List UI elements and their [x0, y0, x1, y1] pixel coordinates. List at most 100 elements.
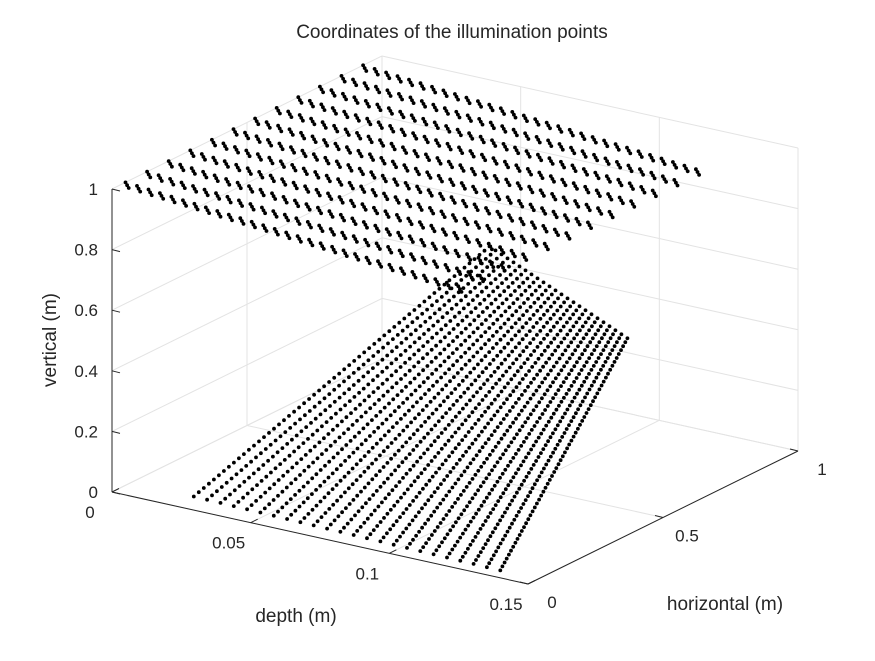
- ceiling-point: [379, 141, 384, 145]
- surface-point: [382, 333, 387, 338]
- surface-point: [556, 344, 561, 349]
- ceiling-point: [465, 113, 470, 118]
- ceiling-point: [437, 144, 442, 148]
- surface-point: [430, 372, 434, 376]
- ceiling-point: [300, 133, 305, 138]
- ceiling-point: [359, 184, 363, 189]
- ceiling-point: [394, 165, 398, 170]
- ceiling-point: [343, 251, 348, 256]
- ceiling-point: [388, 124, 392, 128]
- ceiling-point: [500, 124, 505, 128]
- surface-point: [498, 456, 503, 461]
- ceiling-point: [233, 145, 237, 149]
- ceiling-point: [365, 101, 370, 106]
- surface-point: [396, 448, 401, 453]
- ceiling-point: [566, 234, 570, 238]
- ceiling-point: [366, 243, 371, 248]
- surface-point: [567, 372, 571, 376]
- surface-point: [517, 510, 521, 514]
- surface-point: [571, 300, 576, 305]
- surface-point: [413, 416, 417, 421]
- ceiling-point: [423, 276, 428, 281]
- surface-point: [486, 421, 490, 426]
- ceiling-point: [608, 179, 612, 184]
- ceiling-point: [432, 244, 437, 249]
- surface-point: [342, 474, 347, 479]
- ceiling-point: [606, 192, 610, 196]
- surface-point: [453, 430, 458, 435]
- surface-point: [521, 280, 526, 285]
- ceiling-point: [471, 169, 476, 174]
- surface-point: [418, 324, 423, 328]
- ceiling-point: [323, 126, 328, 130]
- surface-point: [407, 368, 412, 373]
- surface-point: [420, 506, 424, 511]
- surface-point: [402, 316, 407, 321]
- surface-point: [434, 331, 439, 336]
- ceiling-point: [203, 157, 207, 162]
- ceiling-point: [606, 162, 611, 166]
- ceiling-point: [477, 102, 482, 106]
- ceiling-point: [289, 130, 293, 135]
- ceiling-point: [307, 237, 311, 242]
- ceiling-point: [452, 216, 457, 220]
- surface-point: [501, 373, 505, 378]
- ceiling-point: [326, 176, 331, 181]
- surface-point: [460, 318, 465, 323]
- surface-point: [583, 320, 588, 325]
- surface-point: [521, 459, 526, 464]
- ceiling-point: [498, 245, 502, 250]
- surface-point: [467, 334, 472, 339]
- surface-point: [526, 384, 530, 389]
- ceiling-point: [441, 212, 445, 217]
- ceiling-point: [372, 67, 377, 71]
- ceiling-point: [456, 269, 461, 274]
- surface-point: [344, 506, 348, 510]
- ceiling-point: [609, 212, 613, 217]
- surface-point: [370, 418, 374, 422]
- surface-point: [522, 301, 526, 305]
- surface-point: [293, 493, 297, 497]
- ceiling-point: [596, 191, 601, 196]
- surface-point: [432, 395, 437, 400]
- ceiling-point: [238, 186, 243, 191]
- ceiling-point: [293, 198, 297, 203]
- ceiling-point: [697, 173, 701, 177]
- surface-point: [377, 337, 382, 342]
- ceiling-point: [305, 220, 310, 224]
- ceiling-point: [479, 261, 484, 266]
- ceiling-point: [204, 175, 209, 180]
- surface-point: [519, 463, 523, 468]
- surface-point: [404, 440, 409, 445]
- surface-point: [308, 448, 313, 453]
- ceiling-point: [364, 240, 369, 245]
- ceiling-point: [325, 143, 330, 148]
- ceiling-point: [438, 191, 442, 196]
- surface-point: [552, 470, 557, 474]
- ceiling-point: [255, 152, 260, 157]
- surface-point: [541, 447, 546, 451]
- surface-point: [558, 304, 563, 309]
- surface-point: [563, 348, 568, 353]
- surface-point: [523, 268, 528, 273]
- surface-point: [318, 483, 323, 488]
- surface-point: [520, 377, 525, 381]
- surface-point: [278, 462, 283, 466]
- surface-point: [492, 483, 497, 488]
- surface-point: [567, 423, 571, 427]
- surface-point: [532, 349, 537, 353]
- surface-point: [412, 352, 417, 357]
- surface-point: [475, 294, 480, 298]
- surface-point: [334, 467, 339, 472]
- surface-point: [546, 419, 551, 424]
- surface-point: [475, 350, 480, 355]
- surface-point: [311, 523, 316, 528]
- surface-point: [376, 504, 381, 509]
- surface-point: [495, 409, 500, 414]
- ceiling-point: [408, 219, 412, 224]
- surface-point: [591, 364, 596, 368]
- surface-point: [297, 488, 302, 493]
- surface-point: [350, 423, 355, 427]
- ceiling-point: [607, 209, 612, 214]
- surface-point: [247, 475, 251, 480]
